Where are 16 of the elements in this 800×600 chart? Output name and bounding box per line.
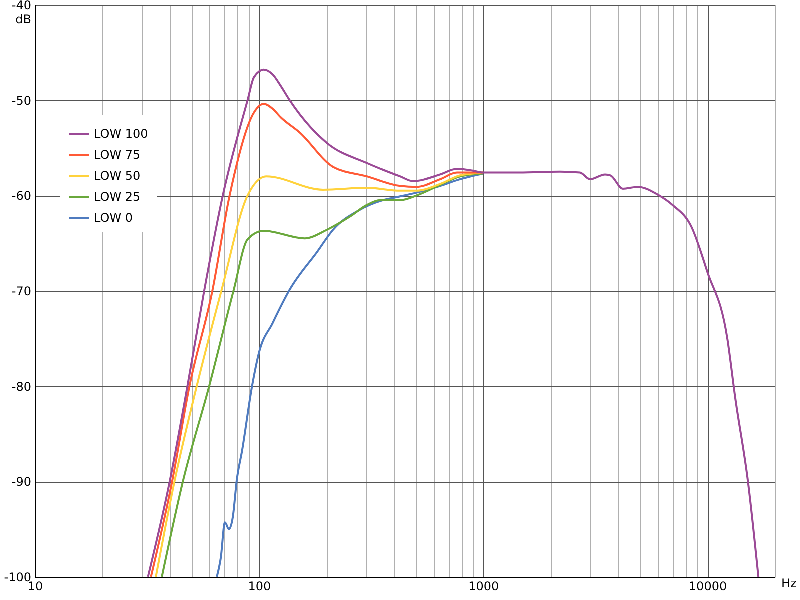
y-tick-label: -40	[12, 0, 32, 12]
x-axis-title: Hz	[782, 576, 797, 590]
x-tick-label: 100	[248, 580, 272, 594]
y-tick-label: -90	[12, 475, 32, 490]
legend-label: LOW 50	[94, 169, 141, 183]
y-axis-title: dB	[16, 12, 32, 26]
legend-label: LOW 75	[94, 148, 141, 162]
legend-label: LOW 25	[94, 190, 141, 204]
y-tick-label: -50	[12, 94, 32, 108]
y-tick-label: -80	[12, 380, 32, 394]
x-tick-label: 10000	[688, 580, 728, 594]
legend-label: LOW 0	[94, 211, 134, 225]
y-tick-label: -60	[12, 189, 32, 204]
x-tick-label: 1000	[468, 580, 500, 594]
y-tick-label: -70	[12, 284, 32, 298]
legend-label: LOW 100	[94, 127, 148, 141]
